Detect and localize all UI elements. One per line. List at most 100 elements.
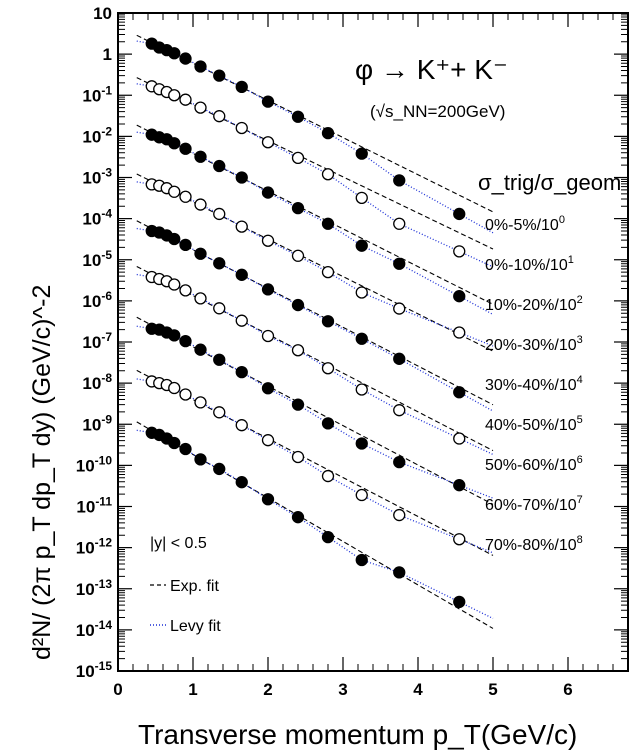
x-tick-label: 0 [113,680,122,699]
y-tick-label: 10-12 [76,536,113,558]
filled-data-point [194,150,207,163]
open-data-point [453,533,466,546]
series-label: 60%-70%/107 [485,494,583,514]
axis-ticks [117,12,628,672]
open-data-point [235,314,248,327]
filled-data-point [213,159,226,173]
open-data-point [355,191,368,205]
open-data-point [213,302,226,315]
open-data-point [291,249,305,262]
open-data-point [179,93,192,106]
filled-data-point [393,352,406,365]
series-label: 70%-80%/108 [485,534,583,554]
y-tick-label: 10-5 [82,248,112,270]
open-data-point [261,136,275,149]
filled-data-point [291,298,305,312]
open-data-point [213,406,226,419]
filled-data-point [355,147,368,160]
open-data-point [261,234,275,247]
filled-data-point [393,455,406,469]
open-data-point [453,326,466,339]
filled-data-point [291,201,305,215]
reaction-label: φ → K⁺+ K⁻ [355,54,508,85]
y-tick-label: 10-13 [76,577,113,599]
filled-data-point [453,290,466,303]
levy-fit-legend-label: Levy fit [170,618,221,635]
filled-data-point [213,353,226,366]
y-axis-title: d²N/ (2π p_T dp_T dy) (GeV/c)^-2 [28,285,56,660]
rapidity-cut-label: |y| < 0.5 [150,535,207,552]
open-data-point [355,286,368,299]
series-label: 20%-30%/103 [485,334,583,354]
exp-fit-legend-label: Exp. fit [170,578,219,595]
open-data-point [235,419,248,432]
filled-data-point [179,238,192,252]
series-label: 10%-20%/102 [485,294,583,314]
y-tick-label: 10-10 [76,453,113,475]
y-tick-label: 10-11 [76,495,112,517]
filled-data-point [291,398,305,411]
filled-data-point [213,462,226,476]
filled-data-point [235,171,248,184]
open-data-point [321,168,335,181]
y-tick-label: 10-6 [82,289,112,311]
filled-data-point [179,142,192,155]
series-label: 50%-60%/106 [485,454,583,474]
x-tick-label: 3 [338,680,347,699]
filled-data-point [321,417,335,430]
open-data-point [235,220,248,233]
filled-data-point [235,268,248,281]
series-label: 0%-5%/100 [485,214,565,234]
filled-data-point [194,60,207,73]
filled-data-point [261,493,275,506]
open-data-point [321,265,335,279]
open-data-point [291,450,305,464]
centrality-header: σ_trig/σ_geom [478,170,621,195]
filled-data-point [291,511,305,524]
y-tick-label: 10-2 [82,124,112,146]
open-data-point [168,278,181,291]
open-data-point [168,381,181,395]
levy-fit-curve [136,181,494,347]
filled-data-point [291,110,305,123]
x-axis-title: Transverse momentum p_T(GeV/c) [138,719,577,750]
open-data-point [453,245,466,258]
filled-data-point [194,247,207,260]
y-tick-label: 10-3 [82,166,112,188]
filled-data-point [261,382,275,395]
open-data-point [393,508,406,522]
open-data-point [194,101,207,114]
filled-data-point [168,436,181,450]
filled-data-point [321,315,335,328]
open-data-point [213,110,226,123]
levy-fit-curve [136,273,494,456]
y-tick-label: 10-4 [82,207,112,229]
open-data-point [321,469,335,483]
series-label: 40%-50%/105 [485,414,583,434]
filled-data-point [168,232,181,246]
filled-data-point [261,186,275,199]
filled-data-point [321,530,335,544]
y-tick-label: 10-15 [76,659,113,681]
open-data-point [168,89,181,102]
open-data-point [179,190,192,203]
filled-data-point [179,442,192,456]
filled-data-point [168,47,181,60]
x-tick-label: 1 [188,680,197,699]
filled-data-point [213,69,226,82]
series-labels: 0%-5%/100 0%-10%/101 10%-20%/102 20%-30%/10… [485,214,583,554]
open-data-point [321,362,335,375]
filled-data-point [355,239,368,252]
filled-data-point [355,553,368,567]
filled-data-point [321,217,335,230]
filled-data-point [453,386,466,399]
open-data-point [194,396,207,409]
x-tick-label: 4 [413,680,423,699]
open-data-point [179,284,192,297]
open-data-point [168,185,181,198]
levy-fit-curve [136,325,494,499]
open-data-point [453,432,466,445]
filled-data-point [168,329,181,342]
open-data-point [355,383,368,396]
